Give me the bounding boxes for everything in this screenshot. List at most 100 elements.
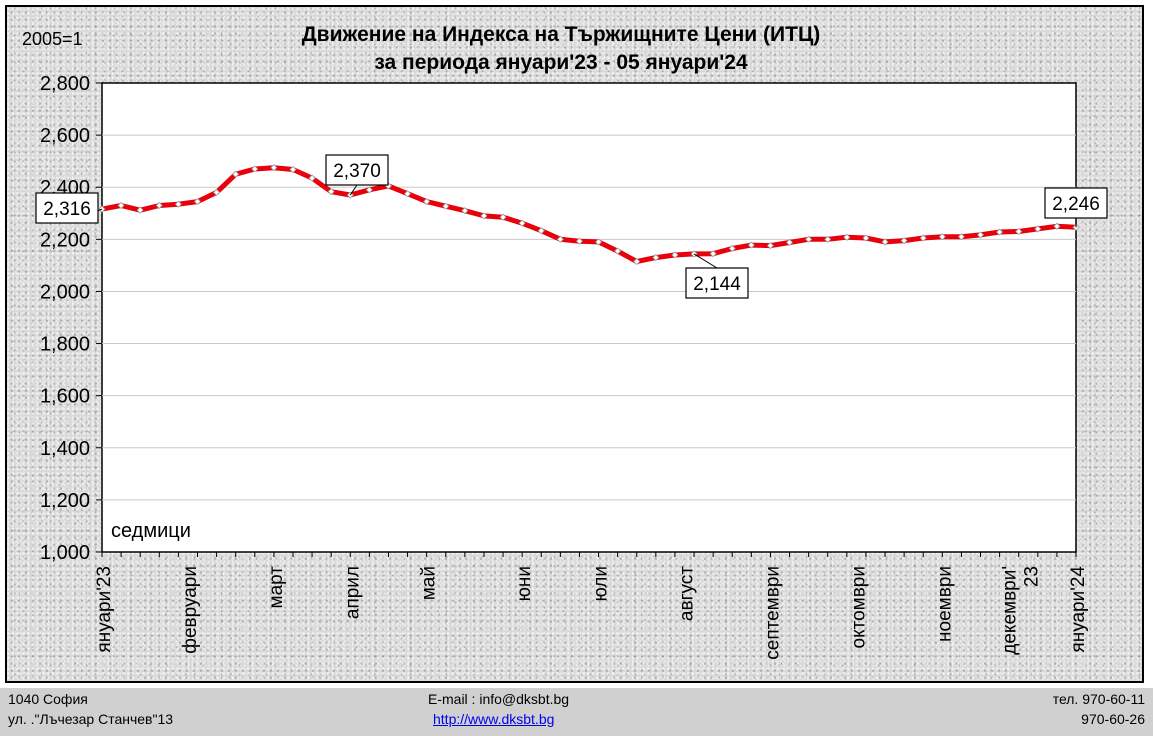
footer-phone-2: 970-60-26 xyxy=(1081,711,1145,727)
data-point xyxy=(938,233,946,241)
footer-street: ул. ."Лъчезар Станчев"13 xyxy=(8,711,174,727)
x-month-label: ноември xyxy=(934,566,955,642)
data-point xyxy=(900,237,908,245)
svg-text:октомври: октомври xyxy=(848,566,869,649)
data-point xyxy=(709,250,717,258)
callout-box xyxy=(1044,187,1108,219)
x-month-label: януари'24 xyxy=(1068,566,1089,653)
data-point xyxy=(213,188,221,196)
svg-text:февруари: февруари xyxy=(180,566,201,654)
data-label: 2,370 xyxy=(333,161,381,182)
data-point xyxy=(537,227,545,235)
y-tick-label: 1,400 xyxy=(40,438,90,460)
y-tick-label: 1,600 xyxy=(40,386,90,408)
data-label: 2,316 xyxy=(43,199,91,220)
data-point xyxy=(996,228,1004,236)
data-point xyxy=(1053,222,1061,230)
y-tick-label: 1,000 xyxy=(40,542,90,564)
data-point xyxy=(1034,225,1042,233)
footer-phone-1: тел. 970-60-11 xyxy=(1052,691,1145,707)
data-point xyxy=(556,235,564,243)
data-point xyxy=(251,165,259,173)
y-tick-label: 2,200 xyxy=(40,229,90,251)
data-point xyxy=(919,234,927,242)
x-month-label: септември xyxy=(762,566,783,660)
data-point xyxy=(480,212,488,220)
data-point xyxy=(461,207,469,215)
data-point xyxy=(976,231,985,239)
data-point xyxy=(117,201,125,210)
data-point xyxy=(785,238,794,247)
plot-area xyxy=(101,82,1077,553)
x-month-label: август xyxy=(676,566,697,621)
data-point xyxy=(728,244,736,253)
data-point xyxy=(270,164,278,172)
footer-website-link[interactable]: http://www.dksbt.bg xyxy=(433,711,555,727)
data-point xyxy=(1015,227,1023,236)
x-month-label: юли xyxy=(591,566,612,602)
x-axis-label: седмици xyxy=(111,520,191,542)
data-point xyxy=(289,165,297,174)
data-point xyxy=(594,238,603,246)
data-point xyxy=(155,201,163,210)
data-point xyxy=(232,170,240,178)
x-month-label: юни xyxy=(514,566,535,601)
data-point xyxy=(614,247,622,255)
data-point xyxy=(766,242,774,250)
chart-title: Движение на Индекса на Тържищните Цени (… xyxy=(302,23,821,46)
data-label: 2,246 xyxy=(1052,194,1100,215)
svg-text:23: 23 xyxy=(1022,566,1043,587)
data-point xyxy=(193,197,202,206)
svg-text:декември': декември' xyxy=(1000,566,1021,655)
x-month-label: октомври xyxy=(848,566,869,649)
series-line xyxy=(101,165,1077,264)
y-tick-label: 2,000 xyxy=(40,281,90,303)
data-point xyxy=(442,202,450,210)
svg-text:август: август xyxy=(676,566,697,621)
svg-text:юни: юни xyxy=(514,566,535,601)
data-point xyxy=(136,206,144,214)
y-tick-label: 1,200 xyxy=(40,490,90,512)
footer-city: 1040 София xyxy=(8,691,88,707)
data-point xyxy=(404,190,412,198)
data-point xyxy=(327,188,335,196)
y-tick-label: 1,800 xyxy=(40,334,90,356)
data-point xyxy=(843,233,851,241)
x-month-label: януари'23 xyxy=(94,566,115,653)
line-chart: Движение на Индекса на Тържищните Цени (… xyxy=(22,23,1108,660)
data-label: 2,144 xyxy=(693,274,741,295)
data-point xyxy=(957,233,965,241)
svg-text:май: май xyxy=(419,566,440,600)
x-month-label: март xyxy=(266,566,287,609)
x-month-label: април xyxy=(342,566,363,619)
data-label-callout: 2,316 xyxy=(35,192,103,224)
callout-box xyxy=(35,192,99,224)
data-label-callout: 2,370 xyxy=(325,154,389,196)
data-point xyxy=(805,235,813,243)
footer: 1040 София ул. ."Лъчезар Станчев"13 E-ma… xyxy=(0,688,1153,736)
y-tick-label: 2,600 xyxy=(40,125,90,147)
svg-text:март: март xyxy=(266,566,287,609)
svg-text:септември: септември xyxy=(762,566,783,660)
data-point xyxy=(423,197,431,206)
svg-text:април: април xyxy=(342,566,363,619)
y-tick-label: 2,800 xyxy=(40,73,90,95)
data-point xyxy=(518,219,526,227)
svg-text:януари'23: януари'23 xyxy=(94,566,115,653)
data-point xyxy=(862,234,870,242)
data-point xyxy=(499,213,507,221)
x-month-label: май xyxy=(419,566,440,600)
data-label-callout: 2,144 xyxy=(685,253,749,299)
data-point xyxy=(671,251,679,259)
svg-text:юли: юли xyxy=(591,566,612,602)
data-point xyxy=(365,186,373,194)
data-point xyxy=(652,254,660,262)
data-point xyxy=(824,235,832,243)
data-point xyxy=(308,174,316,182)
svg-text:януари'24: януари'24 xyxy=(1068,566,1089,653)
data-label-callout: 2,246 xyxy=(1044,187,1108,228)
svg-text:ноември: ноември xyxy=(934,566,955,642)
x-month-label: декември' 23 xyxy=(1000,566,1043,655)
data-point xyxy=(881,238,889,246)
footer-email[interactable]: E-mail : info@dksbt.bg xyxy=(428,691,570,707)
